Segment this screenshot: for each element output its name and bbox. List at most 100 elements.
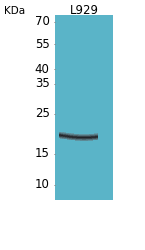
Bar <box>59 134 60 135</box>
Bar <box>91 137 92 138</box>
Bar <box>55 15 113 200</box>
Bar <box>60 132 61 133</box>
Bar <box>90 134 91 135</box>
Bar <box>59 133 60 134</box>
Bar <box>91 139 92 140</box>
Bar <box>70 137 71 138</box>
Bar <box>60 134 61 135</box>
Text: 55: 55 <box>35 38 50 51</box>
Bar <box>66 132 67 133</box>
Bar <box>81 134 82 135</box>
Bar <box>88 135 89 136</box>
Bar <box>72 135 73 136</box>
Bar <box>78 137 79 138</box>
Bar <box>65 138 66 139</box>
Bar <box>67 139 68 140</box>
Bar <box>82 137 83 138</box>
Bar <box>97 137 98 138</box>
Bar <box>94 139 95 140</box>
Bar <box>62 136 63 137</box>
Bar <box>61 134 62 135</box>
Bar <box>74 135 75 136</box>
Bar <box>76 134 77 135</box>
Bar <box>77 140 78 141</box>
Bar <box>88 136 89 137</box>
Bar <box>67 138 68 139</box>
Bar <box>96 133 97 134</box>
Bar <box>89 137 90 138</box>
Bar <box>61 136 62 137</box>
Bar <box>68 138 69 139</box>
Bar <box>77 137 78 138</box>
Bar <box>71 139 72 140</box>
Bar <box>87 135 88 136</box>
Bar <box>80 140 81 141</box>
Bar <box>79 135 80 136</box>
Bar <box>79 140 80 141</box>
Bar <box>82 138 83 139</box>
Bar <box>64 136 65 137</box>
Bar <box>84 134 85 135</box>
Bar <box>64 134 65 135</box>
Text: L929: L929 <box>69 4 98 17</box>
Bar <box>93 137 94 138</box>
Bar <box>80 138 81 139</box>
Bar <box>81 136 82 137</box>
Bar <box>83 138 84 139</box>
Bar <box>78 136 79 137</box>
Bar <box>82 135 83 136</box>
Bar <box>66 135 67 136</box>
Bar <box>85 136 86 137</box>
Bar <box>75 135 76 136</box>
Bar <box>77 135 78 136</box>
Bar <box>91 136 92 137</box>
Bar <box>74 134 75 135</box>
Bar <box>78 134 79 135</box>
Bar <box>87 134 88 135</box>
Bar <box>67 133 68 134</box>
Bar <box>94 138 95 139</box>
Bar <box>95 133 96 134</box>
Bar <box>92 139 93 140</box>
Bar <box>80 136 81 137</box>
Bar <box>68 134 69 135</box>
Bar <box>71 134 72 135</box>
Bar <box>73 138 74 139</box>
Bar <box>96 135 97 136</box>
Bar <box>84 135 85 136</box>
Bar <box>81 139 82 140</box>
Bar <box>97 136 98 137</box>
Bar <box>85 134 86 135</box>
Bar <box>73 139 74 140</box>
Bar <box>83 134 84 135</box>
Bar <box>79 137 80 138</box>
Bar <box>84 139 85 140</box>
Bar <box>74 137 75 138</box>
Bar <box>72 137 73 138</box>
Bar <box>90 135 91 136</box>
Bar <box>86 140 87 141</box>
Bar <box>71 137 72 138</box>
Bar <box>66 137 67 138</box>
Bar <box>90 140 91 141</box>
Bar <box>80 139 81 140</box>
Bar <box>71 133 72 134</box>
Bar <box>94 137 95 138</box>
Bar <box>72 138 73 139</box>
Bar <box>75 134 76 135</box>
Bar <box>89 135 90 136</box>
Bar <box>85 138 86 139</box>
Bar <box>89 134 90 135</box>
Bar <box>69 139 70 140</box>
Bar <box>84 136 85 137</box>
Bar <box>78 139 79 140</box>
Bar <box>69 133 70 134</box>
Bar <box>79 134 80 135</box>
Bar <box>88 134 89 135</box>
Bar <box>61 133 62 134</box>
Bar <box>87 137 88 138</box>
Bar <box>75 137 76 138</box>
Bar <box>61 137 62 138</box>
Bar <box>95 136 96 137</box>
Bar <box>87 136 88 137</box>
